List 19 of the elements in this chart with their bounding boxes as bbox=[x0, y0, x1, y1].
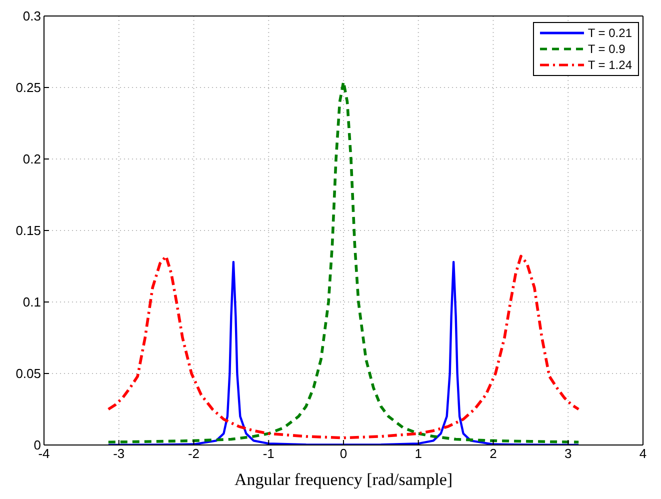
y-tick-label: 0.1 bbox=[22, 294, 41, 310]
y-tick-label: 0.05 bbox=[16, 366, 41, 382]
line-series bbox=[106, 80, 580, 444]
legend-label: T = 0.9 bbox=[588, 42, 626, 56]
x-tick-label: -3 bbox=[113, 446, 125, 462]
y-tick-label: 0.2 bbox=[22, 152, 41, 167]
x-axis-title: Angular frequency [rad/sample] bbox=[234, 470, 453, 489]
x-tick-label: 3 bbox=[564, 446, 572, 462]
x-tick-label: 4 bbox=[639, 446, 647, 462]
legend-label: T = 0.21 bbox=[588, 26, 632, 40]
y-tick-label: 0.25 bbox=[16, 80, 41, 96]
y-tick-label: 0.3 bbox=[22, 8, 41, 24]
x-tick-label: -2 bbox=[188, 446, 200, 462]
x-tick-label: 2 bbox=[490, 446, 497, 462]
legend-label: T = 1.24 bbox=[588, 58, 632, 72]
x-tick-label: 0 bbox=[340, 446, 348, 462]
x-tick-label: 1 bbox=[414, 446, 422, 462]
y-tick-label: 0.15 bbox=[16, 223, 41, 238]
x-tick-label: -1 bbox=[262, 446, 274, 462]
